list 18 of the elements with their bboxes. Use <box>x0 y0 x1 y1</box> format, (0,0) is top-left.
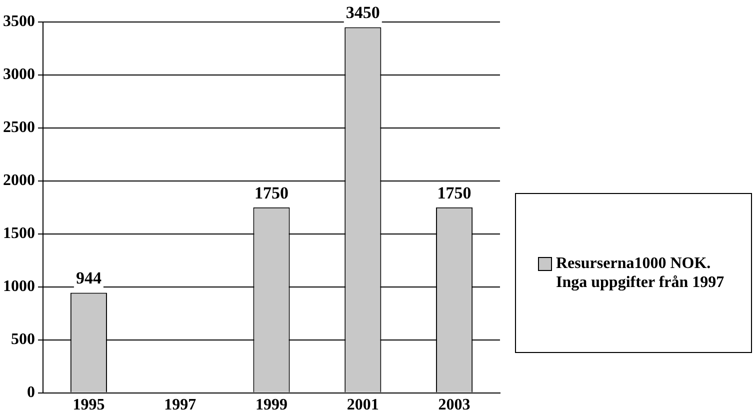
y-tick-label: 2000 <box>3 172 35 190</box>
y-tick-label: 2500 <box>3 119 35 136</box>
data-label: 1750 <box>437 183 472 202</box>
y-tick-label: 3000 <box>3 66 35 84</box>
x-tick-label: 1999 <box>256 396 288 414</box>
x-tick-label: 1995 <box>72 396 105 414</box>
x-tick-label: 2003 <box>438 396 470 414</box>
x-tick-label: 1997 <box>164 396 196 414</box>
y-tick-label: 0 <box>27 384 35 401</box>
data-label: 1750 <box>254 183 288 202</box>
y-tick-label: 3500 <box>3 13 35 30</box>
data-label: 3450 <box>346 3 380 22</box>
y-tick-label: 1500 <box>3 225 35 242</box>
data-label: 944 <box>76 268 102 288</box>
y-tick-label: 1000 <box>3 278 35 295</box>
legend-label: Resurserna1000 NOK. Inga uppgifter från 1997 <box>556 254 726 292</box>
x-tick-label: 2001 <box>346 396 379 414</box>
y-tick-label: 500 <box>11 330 35 348</box>
